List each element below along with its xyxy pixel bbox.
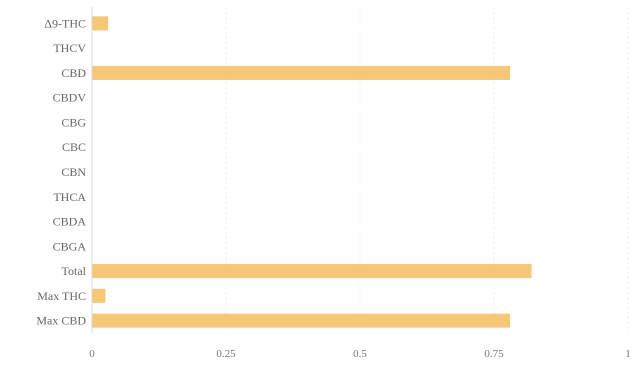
bars: [92, 16, 532, 328]
bar: [92, 313, 511, 328]
bar: [92, 65, 511, 80]
category-label: Max THC: [37, 289, 86, 303]
category-label: CBDA: [53, 215, 87, 229]
x-tick-label: 0.25: [216, 348, 236, 360]
category-label: CBC: [62, 140, 86, 154]
x-tick-label: 0: [89, 348, 95, 360]
category-label: Max CBD: [36, 314, 86, 328]
bar: [92, 264, 532, 279]
x-tick-labels: 0 0.25 0.5 0.75 1: [89, 348, 631, 360]
category-labels: Δ9-THC THCV CBD CBDV CBG CBC CBN THCA CBDA CBGA To…: [36, 16, 86, 327]
bar: [92, 288, 106, 303]
category-label: CBN: [61, 165, 86, 179]
category-label: THCV: [53, 41, 86, 55]
category-label: Total: [62, 264, 87, 278]
category-label: CBG: [61, 115, 86, 129]
x-tick-label: 0.75: [484, 348, 504, 360]
grid-lines: [225, 7, 629, 333]
bar: [92, 16, 109, 31]
category-label: CBDV: [53, 91, 87, 105]
category-label: CBGA: [53, 239, 87, 253]
category-label: Δ9-THC: [44, 16, 86, 30]
x-tick-label: 0.5: [353, 348, 367, 360]
category-label: THCA: [53, 190, 86, 204]
category-label: CBD: [61, 66, 86, 80]
x-tick-label: 1: [625, 348, 631, 360]
